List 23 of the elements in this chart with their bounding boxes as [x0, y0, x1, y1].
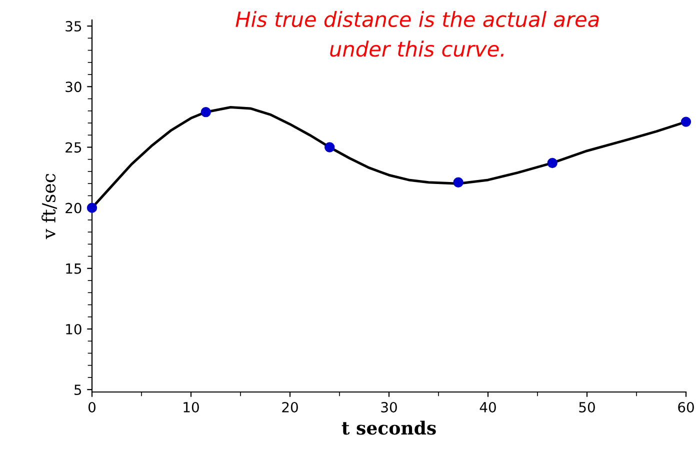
x-tick-label: 20: [282, 402, 298, 412]
y-tick-label: 15: [66, 264, 82, 274]
point: [324, 142, 335, 152]
annotation: His true distance is the actual area under this curve.: [236, 11, 599, 57]
y-axis-title: v ft/sec: [42, 174, 57, 240]
y-tick-label: 25: [66, 142, 82, 153]
x-tick-label: 40: [480, 402, 496, 412]
y-tick-label: 30: [66, 82, 82, 92]
point: [86, 202, 98, 213]
x-tick-label: 10: [184, 402, 199, 412]
x-tick-label: 50: [579, 402, 595, 412]
y-tick-label: 35: [66, 21, 82, 32]
point: [680, 116, 692, 127]
x-tick-label: 30: [381, 402, 397, 412]
x-tick-label: 0: [88, 402, 96, 412]
y-tick-label: 5: [74, 384, 82, 396]
point: [547, 158, 558, 168]
y-tick-label: 20: [66, 202, 82, 214]
point: [200, 107, 211, 118]
point: [453, 177, 464, 188]
x-tick-label: 60: [678, 402, 694, 412]
x-axis-title: t seconds: [342, 420, 436, 435]
y-tick-label: 10: [66, 324, 82, 334]
